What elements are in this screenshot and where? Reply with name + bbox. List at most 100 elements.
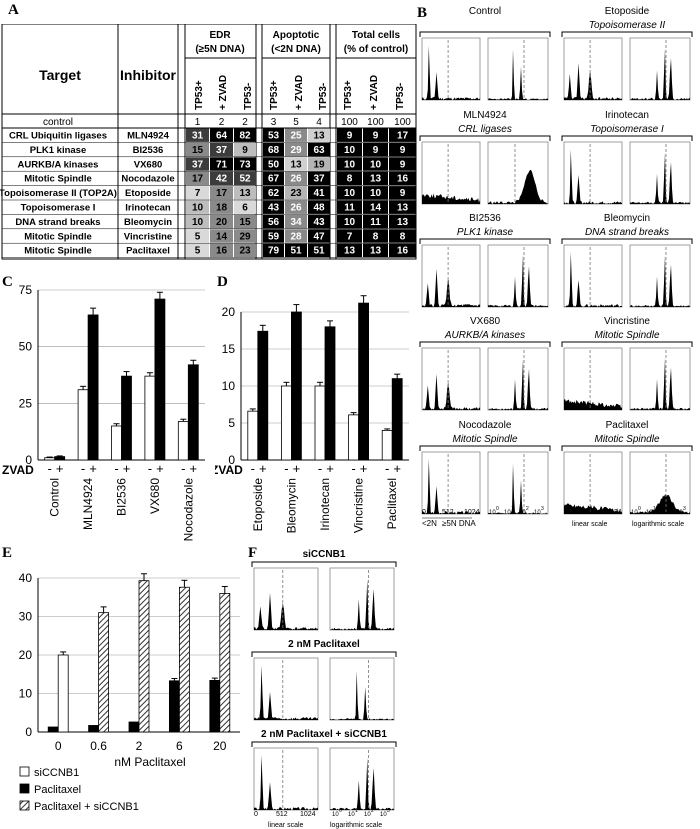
category-label: Etoposide <box>251 478 265 532</box>
y-tick-label: 0 <box>25 453 32 467</box>
histogram-title: 2 nM Paclitaxel <box>288 639 360 650</box>
histogram-log <box>329 567 395 631</box>
table-value: 10 <box>344 145 356 156</box>
table-cell <box>389 243 416 258</box>
axis-label: logarithmic scale <box>330 822 382 829</box>
histogram-trace <box>422 193 480 204</box>
histogram-frame <box>421 451 481 515</box>
histogram-log <box>487 141 549 205</box>
sign-minus: - <box>318 461 322 476</box>
y-tick-label: 10 <box>222 379 236 393</box>
table-cell <box>285 200 307 214</box>
table-cell <box>234 142 256 157</box>
histogram-title: Control <box>469 6 501 17</box>
histogram-linear <box>563 451 623 515</box>
y-tick-label: 75 <box>19 283 33 297</box>
legend-swatch <box>19 766 30 777</box>
row-inhibitor: BI2536 <box>133 145 164 156</box>
histogram-subtitle: DNA strand breaks <box>585 227 669 238</box>
table-value: 62 <box>268 188 280 199</box>
category-label: Vincristine <box>352 478 366 533</box>
bar <box>144 375 156 461</box>
bar <box>314 385 326 461</box>
table-cell <box>234 214 256 229</box>
bar <box>111 425 122 461</box>
row-target: Topoisomerase I <box>21 203 96 214</box>
bar <box>54 456 66 461</box>
panel-b-histograms: Control Etoposide Topoisomerase II MLN4924 C… <box>419 6 693 528</box>
table-value: 19 <box>313 159 325 170</box>
y-tick-label: 0 <box>25 725 32 739</box>
row-target: CRL Ubiquitin ligases <box>9 131 107 142</box>
histogram-linear <box>563 141 623 205</box>
y-tick-label: 20 <box>19 648 33 662</box>
table-value: 13 <box>290 159 302 170</box>
table-cell <box>186 214 209 229</box>
sign-plus: + <box>123 461 131 476</box>
axis-label: linear scale <box>572 521 608 528</box>
log-tick: 10 <box>380 812 387 818</box>
table-cell <box>234 243 256 258</box>
table-value: 42 <box>216 174 228 185</box>
table-cell <box>308 171 330 186</box>
control-label: control <box>43 117 73 128</box>
table-cell <box>363 157 388 171</box>
table-value: 13 <box>397 203 409 214</box>
panel-letter-d: D <box>217 274 228 290</box>
column-header: TP53- <box>395 83 406 110</box>
histogram-title: VX680 <box>470 316 500 327</box>
row-inhibitor: Paclitaxel <box>126 246 170 257</box>
histogram-log <box>629 347 691 411</box>
bar <box>47 726 59 733</box>
table-value: 5 <box>195 246 201 257</box>
bar <box>348 414 360 461</box>
header-inhibitor: Inhibitor <box>120 67 177 83</box>
log-tick-exponent: 3 <box>541 506 544 512</box>
log-tick: 10 <box>646 510 653 516</box>
table-value: 41 <box>313 188 325 199</box>
table-cell <box>210 214 233 229</box>
legend-label: Paclitaxel + siCCNB1 <box>34 801 139 813</box>
histogram-subtitle: Topoisomerase I <box>590 124 664 135</box>
histogram-subtitle: AURKB/A kinases <box>444 330 525 341</box>
table-cell <box>337 142 362 157</box>
group-header: Apoptotic <box>273 30 320 41</box>
category-label: Control <box>48 478 62 517</box>
table-cell <box>210 157 233 171</box>
bracket <box>419 238 551 244</box>
histogram-title: Bleomycin <box>604 213 650 224</box>
column-header: TP53- <box>243 83 254 110</box>
sign-minus: - <box>81 461 85 476</box>
table-value: 82 <box>239 131 251 142</box>
axis-label: linear scale <box>268 822 304 829</box>
table-cell <box>186 142 209 157</box>
table-value: 47 <box>313 231 325 242</box>
table-cell <box>263 200 284 214</box>
table-value: 9 <box>242 145 248 156</box>
table-value: 43 <box>268 203 280 214</box>
row-inhibitor: Vincristine <box>124 231 172 242</box>
panel-letter-a: A <box>8 2 19 18</box>
histogram-frame <box>487 244 549 308</box>
legend-swatch <box>19 800 30 811</box>
panel-letter-e: E <box>2 545 13 561</box>
histogram-trace <box>488 169 548 204</box>
table-cell <box>389 214 416 229</box>
table-value: 73 <box>239 159 251 170</box>
sign-minus: - <box>114 461 118 476</box>
y-tick-label: 25 <box>19 396 33 410</box>
row-inhibitor: Nocodazole <box>121 174 174 185</box>
table-value: 9 <box>373 131 379 142</box>
table-value: 15 <box>192 145 204 156</box>
control-value: 2 <box>242 117 248 128</box>
table-value: 29 <box>290 145 302 156</box>
y-tick-label: 5 <box>228 416 235 430</box>
log-tick-exponent: 1 <box>355 808 358 814</box>
table-value: 16 <box>397 174 409 185</box>
table-cell <box>363 200 388 214</box>
histogram-frame <box>329 747 395 811</box>
control-value: 2 <box>219 117 225 128</box>
table-value: 8 <box>373 231 379 242</box>
y-tick-label: 50 <box>19 340 33 354</box>
